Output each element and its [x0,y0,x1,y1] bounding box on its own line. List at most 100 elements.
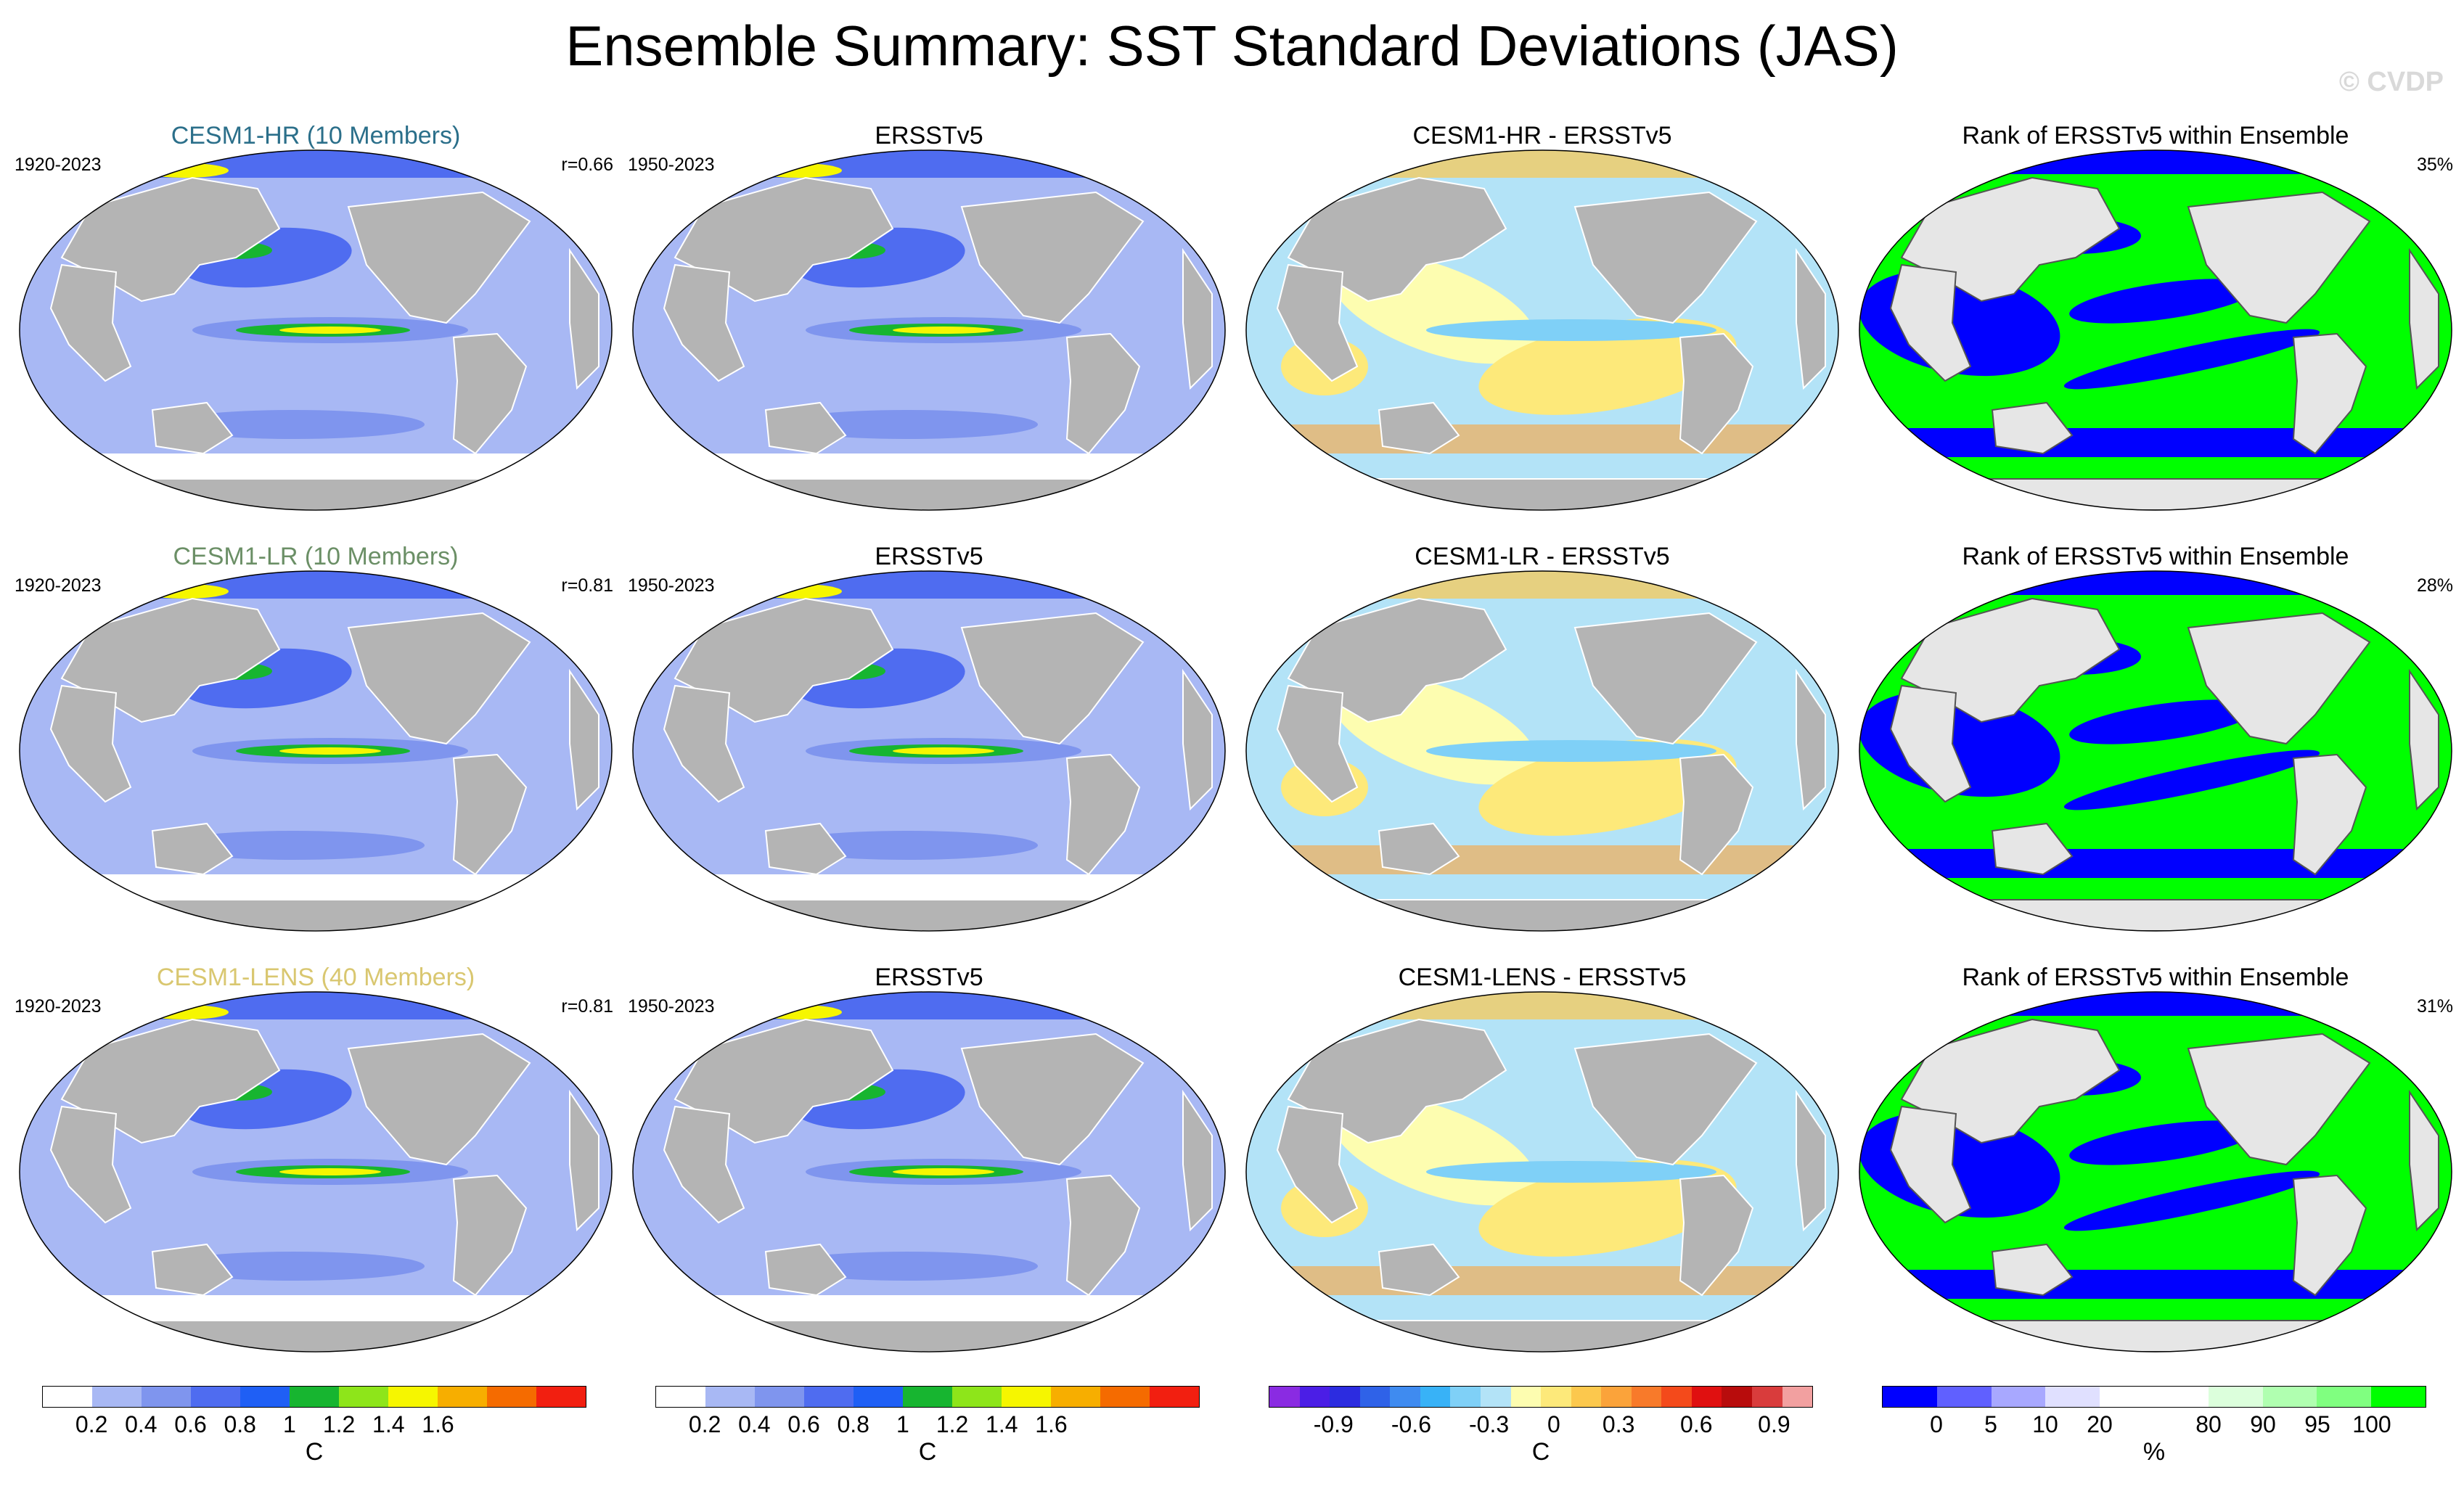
panel-title-diff: CESM1-HR - ERSSTv5 [1412,122,1672,149]
map-svg [632,570,1226,932]
year-range-label: 1920-2023 [15,575,102,596]
page-title: Ensemble Summary: SST Standard Deviation… [565,14,1899,78]
map-svg [19,991,613,1352]
map-svg [1859,149,2452,511]
colorbar-swatch [1450,1387,1481,1407]
map-panel-obs-row2 [631,570,1227,932]
map-svg [19,149,613,511]
map-svg [19,570,613,932]
colorbar-swatch [339,1387,388,1407]
rank-percentage-label: 28% [2416,575,2453,596]
colorbar-tick-label: 0.3 [1602,1411,1635,1437]
colorbar-swatch [388,1387,438,1407]
colorbar-swatch [487,1387,536,1407]
colorbar-unit-label: C [1531,1438,1550,1466]
map-panel-rank-row2 [1858,570,2453,932]
map-panel-diff-row3 [1245,990,1840,1353]
panel-title-rank: Rank of ERSSTv5 within Ensemble [1962,122,2349,149]
colorbar-swatch [1330,1387,1360,1407]
colorbar-swatch [1051,1387,1100,1407]
colorbar-swatch [240,1387,290,1407]
colorbar-swatch [1722,1387,1752,1407]
map-svg [1245,570,1839,932]
colorbar-tick-label: -0.3 [1468,1411,1510,1437]
map-panel-diff-row2 [1245,570,1840,932]
colorbar-swatch [1936,1387,1992,1407]
rank-percentage-label: 35% [2416,155,2453,175]
colorbar-tick-label: 1.4 [372,1411,405,1437]
colorbar-swatch [1883,1387,1937,1407]
watermark: © CVDP [2338,67,2444,97]
colorbar-unit-label: C [305,1438,324,1466]
colorbar-tick-label: 0.4 [738,1411,771,1437]
colorbar-swatch [1002,1387,1051,1407]
colorbar-swatch [536,1387,586,1407]
panel-title-diff: CESM1-LENS - ERSSTv5 [1398,964,1687,991]
colorbar-tick-label: 1.2 [936,1411,969,1437]
pattern-correlation-label: r=0.66 [561,155,613,175]
panel-title-model: CESM1-LENS (40 Members) [156,964,475,991]
colorbar-swatch [1269,1387,1300,1407]
colorbar-tick-label: 0.6 [787,1411,820,1437]
rank-percentage-label: 31% [2416,996,2453,1017]
colorbar-tick-label: 90 [2250,1411,2276,1437]
colorbar-tick-label: 0 [1930,1411,1943,1437]
colorbar-swatch [1571,1387,1602,1407]
colorbar-tick-label: 0.8 [224,1411,256,1437]
colorbar-swatch [1150,1387,1199,1407]
colorbar-tick-label: 100 [2352,1411,2391,1437]
colorbar-3 [1269,1386,1813,1408]
colorbar-swatch [1390,1387,1420,1407]
colorbar-swatch [1601,1387,1632,1407]
colorbar-swatch [1359,1387,1391,1407]
colorbar-swatch [1510,1387,1542,1407]
map-panel-rank-row1 [1858,149,2453,512]
colorbar-swatch [2153,1387,2209,1407]
colorbar-tick-label: 1 [896,1411,909,1437]
panel-title-model: CESM1-HR (10 Members) [171,122,461,149]
colorbar-swatch [705,1387,755,1407]
map-svg [1859,991,2452,1352]
colorbar-swatch [656,1387,705,1407]
colorbar-swatch [1541,1387,1571,1407]
panel-title-obs: ERSSTv5 [875,964,983,991]
colorbar-swatch [142,1387,191,1407]
map-svg [1859,570,2452,932]
colorbar-tick-label: 20 [2087,1411,2113,1437]
year-range-label: 1950-2023 [628,996,715,1017]
colorbar-swatch [92,1387,142,1407]
colorbar-swatch [1100,1387,1150,1407]
colorbar-tick-label: 0.8 [837,1411,869,1437]
year-range-label: 1920-2023 [15,996,102,1017]
colorbar-swatch [1782,1387,1813,1407]
year-range-label: 1950-2023 [628,155,715,175]
map-panel-model-row1 [18,149,613,512]
year-range-label: 1950-2023 [628,575,715,596]
colorbar-tick-label: 1.2 [322,1411,356,1437]
colorbar-swatch [804,1387,854,1407]
colorbar-swatch [290,1387,339,1407]
pattern-correlation-label: r=0.81 [561,575,613,596]
colorbar-tick-label: 0.2 [75,1411,108,1437]
colorbar-swatch [1299,1387,1330,1407]
panel-title-rank: Rank of ERSSTv5 within Ensemble [1962,964,2349,991]
colorbar-tick-label: 10 [2032,1411,2058,1437]
map-panel-obs-row3 [631,990,1227,1353]
colorbar-tick-label: 0.6 [1680,1411,1713,1437]
colorbar-unit-label: % [2142,1438,2166,1466]
colorbar-swatch [952,1387,1002,1407]
map-panel-obs-row1 [631,149,1227,512]
colorbar-swatch [1420,1387,1451,1407]
colorbar-swatch [2100,1387,2154,1407]
panel-title-rank: Rank of ERSSTv5 within Ensemble [1962,543,2349,570]
panel-title-obs: ERSSTv5 [875,122,983,149]
colorbar-tick-label: 0.6 [174,1411,207,1437]
colorbar-swatch [1691,1387,1722,1407]
colorbar-swatch [438,1387,487,1407]
colorbar-tick-label: 0.2 [688,1411,721,1437]
colorbar-tick-label: 1.4 [986,1411,1018,1437]
colorbar-tick-label: 0 [1547,1411,1560,1437]
colorbar-swatch [1480,1387,1511,1407]
colorbar-unit-label: C [918,1438,937,1466]
colorbar-swatch [1991,1387,2046,1407]
